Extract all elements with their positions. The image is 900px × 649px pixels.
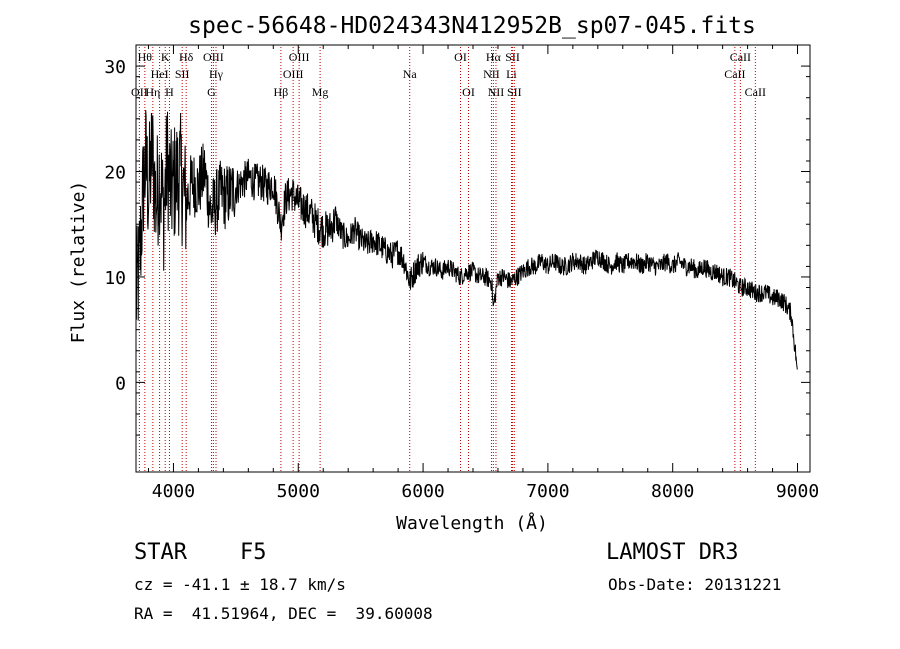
x-tick-label: 7000 (526, 481, 569, 502)
x-tick-label: 4000 (152, 481, 195, 502)
line-marker-label: Hδ (179, 50, 194, 64)
line-marker-label: SII (507, 85, 522, 99)
line-marker-label: SII (175, 67, 190, 81)
line-marker-label: Hθ (138, 50, 153, 64)
y-tick-label: 20 (104, 163, 126, 184)
line-marker-label: Na (403, 67, 418, 81)
x-tick-label: 5000 (277, 481, 320, 502)
line-marker-label: OIII (283, 67, 304, 81)
x-tick-label: 8000 (651, 481, 694, 502)
y-axis-label: Flux (relative) (68, 181, 89, 344)
line-marker-label: Hβ (274, 85, 289, 99)
line-marker-label: K (161, 50, 170, 64)
line-marker-label: Hγ (209, 67, 224, 81)
line-marker-label: OI (462, 85, 475, 99)
y-tick-label: 0 (115, 373, 126, 394)
line-marker-label: Li (506, 67, 517, 81)
line-marker-label: CaII (730, 50, 751, 64)
line-marker-label: CaII (724, 67, 745, 81)
line-marker-label: OIII (289, 50, 310, 64)
redshift-velocity: cz = -41.1 ± 18.7 km/s (134, 575, 346, 594)
y-tick-label: 30 (104, 57, 126, 78)
line-marker-label: Hα (486, 50, 502, 64)
coordinates: RA = 41.51964, DEC = 39.60008 (134, 604, 433, 623)
survey-name: LAMOST DR3 (606, 540, 739, 565)
line-marker-label: SII (505, 50, 520, 64)
x-tick-label: 9000 (776, 481, 819, 502)
line-marker-label: HeI (151, 67, 169, 81)
object-subclass: F5 (240, 540, 267, 565)
line-marker-label: NII (488, 85, 505, 99)
object-class: STAR (134, 540, 187, 565)
x-tick-label: 6000 (401, 481, 444, 502)
observation-date: Obs-Date: 20131221 (608, 575, 782, 594)
line-marker-label: H (165, 85, 174, 99)
line-marker-label: NII (483, 67, 500, 81)
line-marker-label: Mg (312, 85, 329, 99)
y-axis: 0 10 20 30 (104, 57, 810, 436)
plot-frame (135, 44, 811, 473)
x-axis: 4000 5000 6000 7000 8000 9000 (147, 45, 819, 502)
line-marker-label: CaII (745, 85, 766, 99)
line-marker-label: G (207, 85, 216, 99)
x-axis-label: Wavelength (Å) (396, 512, 548, 534)
chart-title: spec-56648-HD024343N412952B_sp07-045.fit… (188, 13, 756, 39)
line-marker-label: OIII (203, 50, 224, 64)
plot-border (135, 44, 811, 473)
line-marker-label: OII (131, 85, 148, 99)
spectrum-line (135, 110, 798, 370)
line-marker-label: Hη (145, 85, 160, 99)
y-tick-label: 10 (104, 268, 126, 289)
line-marker-label: OI (454, 50, 467, 64)
